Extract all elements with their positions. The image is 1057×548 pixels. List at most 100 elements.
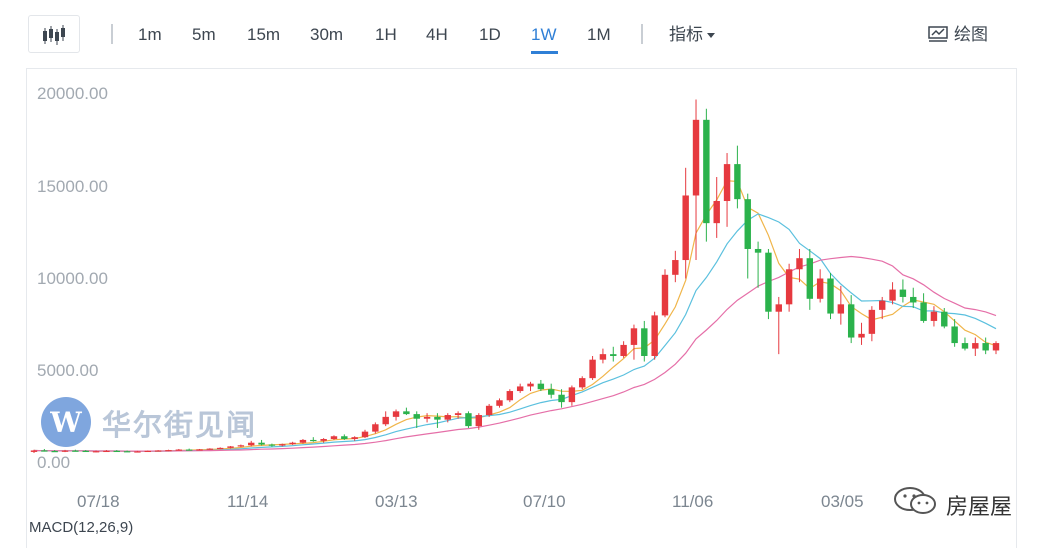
timeframe-1d[interactable]: 1D	[479, 25, 501, 44]
candle-body	[72, 450, 79, 452]
candle-body	[941, 311, 948, 327]
candle-body	[713, 201, 720, 224]
candle-body	[310, 439, 317, 442]
candle-body	[579, 378, 586, 388]
candle-body	[434, 416, 441, 420]
timeframe-1month[interactable]: 1M	[587, 25, 611, 44]
timeframe-1m[interactable]: 1m	[138, 25, 162, 44]
candle-body	[185, 449, 193, 451]
candle-body	[485, 405, 493, 416]
wechat-account-name: 房屋屋	[946, 494, 1013, 519]
candle-body	[992, 343, 1000, 351]
candle-body	[620, 344, 627, 356]
candle-body	[454, 413, 462, 416]
candle-body	[775, 304, 782, 312]
candle-body	[527, 383, 534, 387]
indicators-dropdown[interactable]: 指标	[669, 25, 715, 45]
candle-body	[744, 199, 751, 249]
indicators-label: 指标	[669, 25, 703, 44]
y-tick-label: 5000.00	[37, 361, 99, 380]
y-tick-label: 10000.00	[37, 269, 108, 288]
candle-body	[610, 354, 617, 356]
candle-body	[879, 300, 886, 310]
candle-body	[475, 415, 483, 427]
candle-body	[930, 311, 938, 321]
candle-body	[289, 442, 296, 445]
candle-body	[444, 415, 451, 420]
candle-body	[754, 248, 762, 253]
candle-body	[248, 442, 255, 446]
separator	[641, 24, 643, 44]
candle-body	[423, 416, 431, 419]
candle-body	[496, 400, 503, 406]
draw-label: 绘图	[954, 25, 988, 44]
candle-body	[641, 328, 648, 356]
candle-body	[982, 343, 989, 351]
candle-body	[847, 304, 855, 338]
candle-body	[568, 387, 576, 403]
candle-body	[382, 416, 389, 425]
watermark-badge-letter: W	[49, 406, 82, 439]
timeframe-1h[interactable]: 1H	[375, 25, 397, 44]
candle-body	[858, 333, 865, 338]
candlestick-icon	[43, 25, 65, 45]
timeframe-5m[interactable]: 5m	[192, 25, 216, 44]
candle-body	[403, 411, 410, 415]
candle-body	[206, 448, 214, 450]
candle-body	[951, 326, 958, 344]
chart-type-button[interactable]	[28, 15, 80, 53]
candle-body	[899, 289, 907, 297]
candle-body	[692, 119, 700, 196]
timeframe-1w[interactable]: 1W	[531, 25, 557, 44]
y-tick-label: 15000.00	[37, 177, 108, 196]
wechat-icon	[893, 486, 939, 521]
caret-down-icon	[707, 33, 715, 39]
candle-body	[910, 296, 917, 303]
candle-body	[134, 451, 141, 453]
candle-body	[61, 450, 69, 452]
x-tick-label: 11/06	[672, 492, 714, 511]
candle-body	[785, 269, 793, 305]
moving-average-line	[33, 255, 997, 452]
timeframe-4h[interactable]: 4H	[426, 25, 448, 44]
x-tick-label: 07/10	[523, 492, 566, 511]
candle-body	[165, 450, 172, 452]
candle-body	[268, 444, 276, 446]
moving-average-line	[33, 180, 997, 452]
candle-body	[299, 439, 307, 443]
candle-body	[806, 258, 814, 299]
y-tick-label: 0.00	[37, 453, 71, 472]
candle-body	[196, 449, 203, 451]
candle-body	[392, 411, 400, 417]
candle-body	[413, 414, 420, 419]
candle-body	[361, 431, 369, 438]
candle-body	[154, 450, 162, 452]
timeframe-30m[interactable]: 30m	[310, 25, 344, 44]
toolbar: 1m 5m 15m 30m 1H 4H 1D 1W 1M 指标 绘图	[0, 0, 1057, 68]
macd-label: MACD(12,26,9)	[29, 519, 134, 536]
candle-body	[144, 450, 151, 453]
candle-body	[465, 413, 472, 427]
candle-body	[30, 450, 38, 452]
candle-body	[351, 437, 358, 440]
candle-body	[672, 260, 679, 275]
draw-button[interactable]: 绘图	[928, 25, 988, 45]
candle-body	[599, 354, 607, 360]
candle-body	[258, 442, 265, 445]
timeframe-15m[interactable]: 15m	[247, 25, 281, 44]
candle-body	[279, 444, 286, 446]
candle-body	[961, 343, 969, 349]
x-tick-label: 03/13	[375, 492, 418, 511]
candle-body	[103, 450, 110, 453]
y-tick-label: 20000.00	[37, 84, 108, 103]
candle-body	[837, 304, 845, 314]
candle-body	[330, 436, 338, 440]
candle-body	[123, 451, 131, 453]
candle-body	[816, 278, 824, 299]
candle-body	[661, 274, 669, 316]
candle-body	[827, 278, 834, 314]
candle-body	[92, 451, 100, 453]
candle-body	[506, 391, 514, 401]
candle-body	[889, 289, 896, 301]
